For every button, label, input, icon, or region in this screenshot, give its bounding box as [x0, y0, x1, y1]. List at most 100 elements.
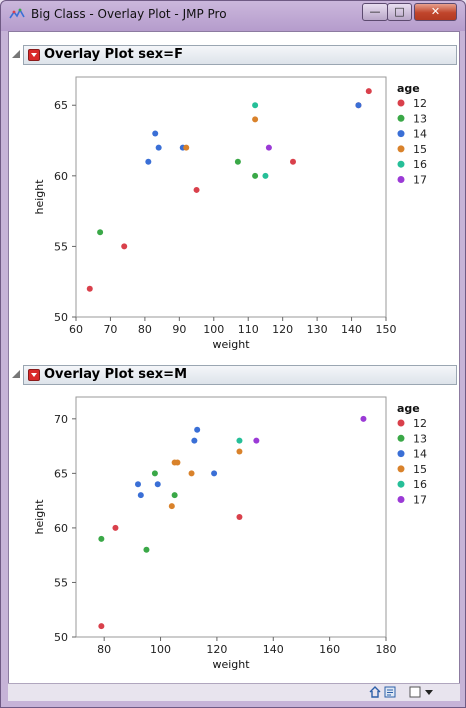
legend-label: 12	[413, 97, 427, 110]
checkbox-icon[interactable]	[409, 686, 421, 698]
x-tick-label: 80	[97, 643, 111, 656]
data-point-age-14	[194, 426, 201, 433]
x-tick-label: 180	[376, 643, 397, 656]
report-content: Overlay Plot sex=F 60 70 80 90 100 110 120 130 1…	[8, 31, 460, 700]
legend-marker-age-12	[397, 419, 405, 427]
data-point-age-15	[236, 448, 243, 455]
status-bar	[8, 683, 460, 701]
x-tick-label: 140	[341, 323, 362, 336]
x-tick-label: 150	[376, 323, 397, 336]
legend-label: 17	[413, 494, 427, 507]
legend-marker-age-13	[397, 434, 405, 442]
x-axis-label: weight	[212, 658, 250, 671]
legend-marker-age-15	[397, 465, 405, 473]
legend-marker-age-16	[397, 480, 405, 488]
legend-marker-age-17	[397, 176, 405, 183]
overlay-plot-male: 80 100 120 140 160 180 50 55 60 65 70 weight height a…	[33, 396, 427, 671]
data-point-age-13	[171, 492, 178, 499]
data-point-age-12	[290, 158, 296, 165]
x-tick-label: 160	[319, 643, 340, 656]
data-point-age-13	[98, 535, 105, 542]
data-point-age-15	[252, 116, 259, 123]
plot-title: Overlay Plot sex=M	[44, 367, 188, 382]
legend-label: 12	[413, 417, 427, 430]
data-point-age-15	[188, 470, 195, 477]
minimize-button[interactable]: —	[362, 3, 388, 21]
y-axis-label: height	[33, 179, 46, 215]
disclosure-triangle-icon[interactable]	[12, 50, 20, 58]
close-button[interactable]: ✕	[414, 3, 457, 21]
data-point-age-16	[236, 437, 243, 444]
outline-title-box: Overlay Plot sex=F	[23, 45, 457, 65]
data-point-age-14	[211, 470, 218, 477]
outline-header-female: Overlay Plot sex=F	[9, 45, 459, 65]
red-triangle-menu-icon[interactable]	[28, 369, 40, 381]
legend-label: 16	[413, 478, 427, 491]
data-point-age-14	[135, 481, 141, 488]
y-tick-label: 60	[54, 522, 68, 535]
overlay-plot-female: 60 70 80 90 100 110 120 130 140 150 50 55 60 65 weight…	[33, 76, 427, 351]
data-point-age-12	[365, 88, 372, 95]
legend-label: 13	[413, 112, 427, 125]
x-tick-label: 100	[203, 323, 224, 336]
data-point-age-13	[143, 546, 150, 553]
jmp-app-icon	[9, 8, 25, 19]
y-axis-label: height	[33, 499, 46, 535]
data-point-age-14	[155, 144, 162, 151]
data-point-age-13	[151, 470, 158, 477]
y-tick-label: 50	[54, 631, 68, 644]
x-tick-label: 120	[272, 323, 293, 336]
data-point-age-14	[191, 437, 198, 444]
x-axis-label: weight	[212, 338, 250, 351]
data-point-age-15	[168, 503, 175, 510]
legend-label: 15	[413, 463, 427, 476]
plot-frame	[75, 396, 387, 638]
legend-label: 14	[413, 128, 427, 141]
legend-marker-age-14	[397, 450, 405, 458]
data-point-age-12	[121, 243, 128, 250]
legend-label: 14	[413, 448, 427, 461]
x-tick-label: 130	[307, 323, 328, 336]
legend-title: age	[397, 402, 420, 415]
legend-marker-age-14	[397, 130, 405, 138]
data-point-age-14	[152, 130, 159, 137]
legend-label: 15	[413, 143, 427, 156]
data-point-age-17	[265, 144, 272, 151]
legend-label: 13	[413, 432, 427, 445]
x-tick-label: 110	[238, 323, 259, 336]
data-point-age-12	[193, 186, 200, 193]
data-point-age-16	[262, 172, 269, 179]
title-bar[interactable]: Big Class - Overlay Plot - JMP Pro — □ ✕	[1, 1, 465, 31]
plot-title: Overlay Plot sex=F	[44, 47, 183, 62]
disclosure-triangle-icon[interactable]	[12, 370, 20, 378]
y-tick-label: 55	[54, 576, 68, 589]
data-point-age-16	[252, 102, 259, 109]
legend-label: 17	[413, 174, 427, 187]
data-point-age-12	[236, 514, 243, 520]
red-triangle-menu-icon[interactable]	[28, 49, 40, 61]
x-tick-label: 70	[103, 323, 117, 336]
outline-title-box: Overlay Plot sex=M	[23, 365, 457, 385]
y-tick-label: 65	[54, 99, 68, 112]
legend-title: age	[397, 82, 420, 95]
data-point-age-17	[360, 415, 367, 422]
home-icon[interactable]	[369, 686, 381, 698]
data-point-age-14	[355, 102, 362, 109]
data-point-age-15	[174, 459, 181, 466]
window-list-icon[interactable]	[384, 686, 396, 698]
data-point-age-12	[86, 285, 93, 292]
data-point-age-15	[183, 144, 190, 151]
y-tick-label: 60	[54, 170, 68, 183]
y-tick-label: 65	[54, 467, 68, 480]
x-tick-label: 80	[138, 323, 152, 336]
data-point-age-12	[112, 524, 119, 531]
chevron-down-icon[interactable]	[423, 686, 435, 698]
window-title: Big Class - Overlay Plot - JMP Pro	[31, 7, 227, 21]
legend-marker-age-12	[397, 99, 405, 107]
legend-marker-age-15	[397, 145, 405, 153]
y-tick-label: 50	[54, 311, 68, 324]
x-tick-label: 100	[150, 643, 171, 656]
maximize-button[interactable]: □	[387, 3, 412, 21]
data-point-age-12	[98, 623, 105, 630]
legend-marker-age-16	[397, 160, 405, 168]
